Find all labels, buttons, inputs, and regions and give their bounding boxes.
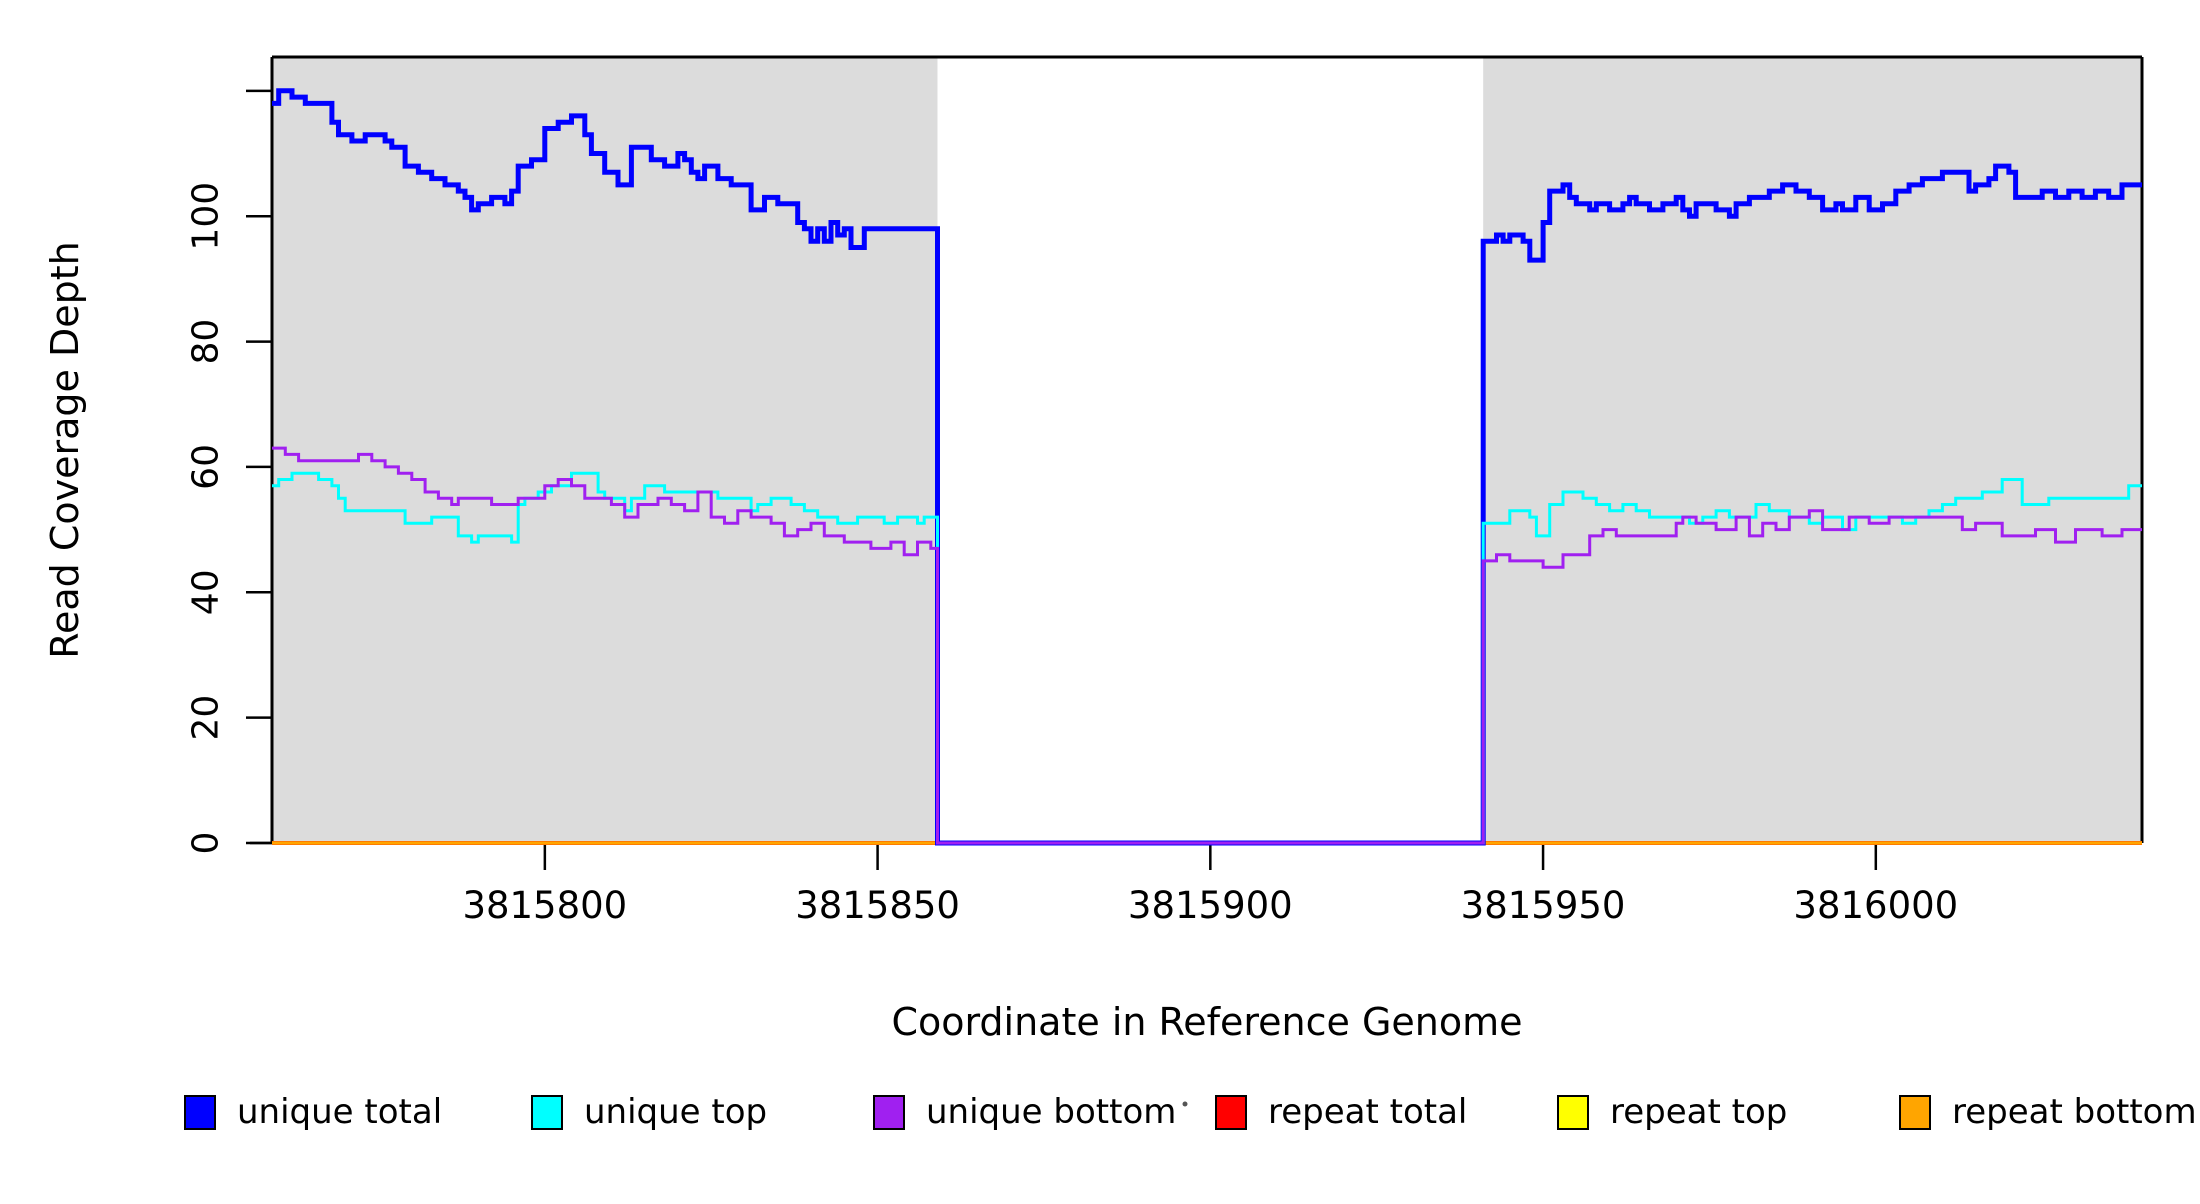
- legend-item-unique-bottom: unique bottom: [873, 1092, 1176, 1132]
- shaded-regions: [272, 57, 2142, 843]
- shaded-region-0: [272, 57, 938, 843]
- series-unique-top: [272, 471, 2142, 845]
- stray-dot: [1182, 1101, 1188, 1107]
- x-tick-label: 3815950: [1461, 884, 1626, 927]
- legend-label: repeat top: [1610, 1092, 1787, 1132]
- axes: 0 20 40 60 80 100 3815800 3815850 3815900 3815950…: [186, 89, 1958, 927]
- legend-item-unique-top: unique top: [531, 1092, 767, 1132]
- legend-item-unique-total: unique total: [184, 1092, 442, 1132]
- legend: unique total unique top unique bottom repea…: [184, 1092, 2197, 1132]
- legend-item-repeat-total: repeat total: [1215, 1092, 1467, 1132]
- legend-swatch: [1215, 1095, 1247, 1130]
- y-tick-label: 100: [186, 182, 227, 251]
- legend-swatch: [1557, 1095, 1589, 1130]
- legend-label: unique total: [237, 1092, 442, 1132]
- x-axis-title: Coordinate in Reference Genome: [891, 1000, 1522, 1044]
- y-tick-label: 40: [186, 569, 227, 615]
- legend-label: unique top: [584, 1092, 767, 1132]
- data-series: [272, 88, 2142, 846]
- legend-swatch: [1899, 1095, 1931, 1130]
- x-tick-label: 3815900: [1128, 884, 1293, 927]
- y-tick-label: 60: [186, 444, 227, 490]
- legend-swatch: [873, 1095, 905, 1130]
- x-tick-label: 3816000: [1793, 884, 1958, 927]
- series-unique-bottom: [272, 446, 2142, 845]
- x-tick-label: 3815800: [462, 884, 627, 927]
- y-tick-label: 20: [186, 695, 227, 741]
- legend-item-repeat-top: repeat top: [1557, 1092, 1787, 1132]
- x-tick-label: 3815850: [795, 884, 960, 927]
- y-tick-label: 80: [186, 319, 227, 365]
- y-tick-label: 0: [186, 832, 227, 855]
- legend-label: repeat bottom: [1952, 1092, 2197, 1132]
- legend-label: repeat total: [1268, 1092, 1467, 1132]
- legend-item-repeat-bottom: repeat bottom: [1899, 1092, 2197, 1132]
- legend-swatch: [531, 1095, 563, 1130]
- legend-swatch: [184, 1095, 216, 1130]
- shaded-region-1: [1483, 57, 2142, 843]
- y-axis-title: Read Coverage Depth: [43, 241, 87, 658]
- legend-label: unique bottom: [926, 1092, 1176, 1132]
